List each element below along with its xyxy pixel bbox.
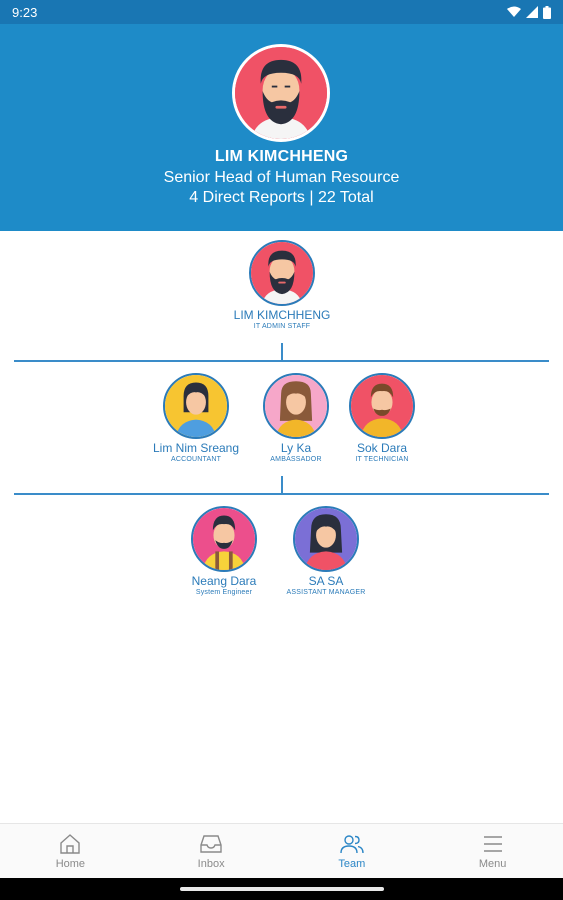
org-node-name: Lim Nim Sreang [152, 441, 240, 455]
org-node-name: Neang Dara [191, 574, 257, 588]
org-node-role: IT ADMIN STAFF [253, 323, 311, 330]
menu-icon [483, 836, 502, 852]
org-node-name: Ly Ka [280, 441, 312, 455]
org-node-root[interactable]: LIM KIMCHHENG IT ADMIN STAFF [216, 240, 348, 331]
avatar [263, 373, 329, 439]
avatar [163, 373, 229, 439]
profile-header: LIM KIMCHHENG Senior Head of Human Resou… [0, 24, 563, 231]
org-chart: LIM KIMCHHENG IT ADMIN STAFF Lim Nim Sre… [0, 231, 563, 823]
nav-home[interactable]: Home [0, 824, 141, 878]
avatar [349, 373, 415, 439]
home-icon [60, 834, 81, 854]
avatar [293, 506, 359, 572]
connector-line [281, 343, 283, 361]
bottom-nav: Home Inbox Team Menu [0, 823, 563, 878]
connector-line [281, 476, 283, 494]
nav-label: Home [55, 858, 86, 870]
team-icon [340, 835, 364, 854]
org-node-role: IT TECHNICIAN [355, 456, 409, 463]
profile-title: Senior Head of Human Resource [163, 169, 400, 186]
inbox-icon [200, 835, 222, 853]
gesture-bar [0, 878, 563, 900]
avatar [249, 240, 315, 306]
org-node-name: LIM KIMCHHENG [233, 308, 331, 322]
battery-icon [543, 5, 551, 19]
org-node[interactable]: Ly Ka AMBASSADOR [240, 373, 352, 464]
org-node-role: AMBASSADOR [270, 456, 322, 463]
org-node-name: Sok Dara [356, 441, 408, 455]
nav-label: Inbox [197, 858, 225, 870]
org-node-role: System Engineer [195, 589, 253, 596]
wifi-icon [507, 6, 521, 17]
org-node[interactable]: Lim Nim Sreang ACCOUNTANT [140, 373, 252, 464]
org-node-role: ACCOUNTANT [170, 456, 222, 463]
nav-menu[interactable]: Menu [422, 824, 563, 878]
status-bar: 9:23 [0, 0, 563, 24]
nav-inbox[interactable]: Inbox [141, 824, 282, 878]
nav-label: Menu [478, 858, 507, 870]
profile-name: LIM KIMCHHENG [214, 148, 349, 165]
profile-avatar [232, 44, 330, 142]
home-gesture-handle[interactable] [180, 887, 384, 891]
connector-line [14, 360, 549, 362]
direct-reports-count: 4 Direct Reports | 22 Total [189, 189, 374, 206]
nav-label: Team [338, 858, 366, 870]
avatar [191, 506, 257, 572]
org-node[interactable]: Sok Dara IT TECHNICIAN [326, 373, 438, 464]
connector-line [14, 493, 549, 495]
status-time: 9:23 [12, 4, 38, 20]
signal-icon [526, 6, 538, 18]
nav-team[interactable]: Team [282, 824, 423, 878]
org-node[interactable]: SA SA ASSISTANT MANAGER [270, 506, 382, 597]
status-icons [507, 5, 551, 19]
org-node-name: SA SA [308, 574, 344, 588]
org-node-role: ASSISTANT MANAGER [286, 589, 366, 596]
org-node[interactable]: Neang Dara System Engineer [168, 506, 280, 597]
